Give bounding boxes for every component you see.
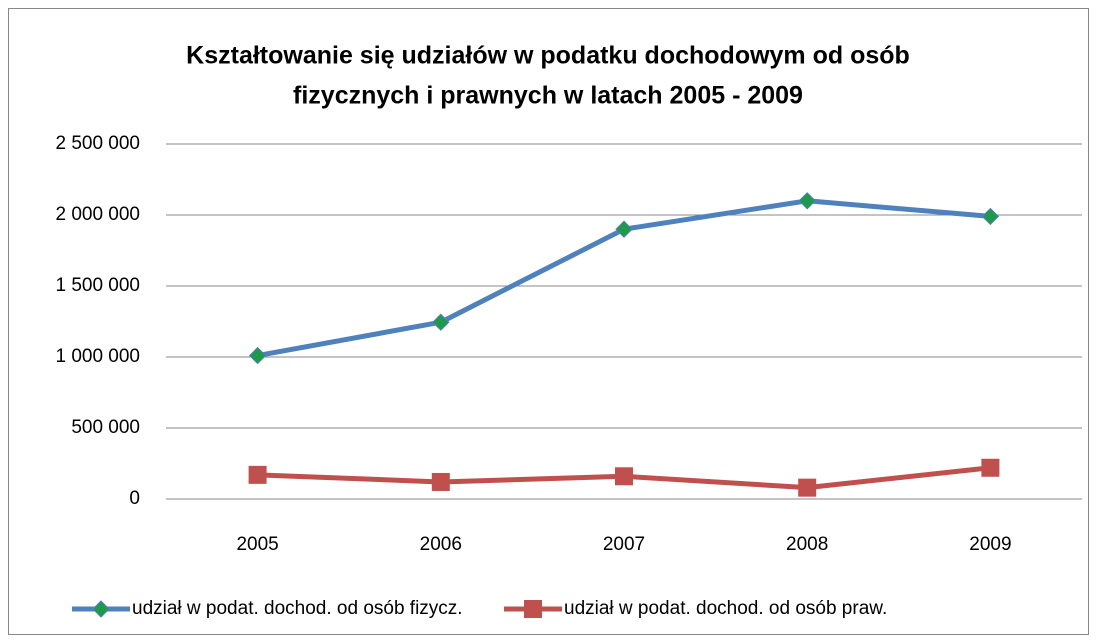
marker	[981, 458, 1000, 477]
marker	[248, 346, 267, 365]
legend-marker	[524, 600, 542, 618]
marker	[981, 207, 1000, 226]
marker	[248, 465, 267, 484]
x-tick-label: 2006	[420, 534, 462, 555]
legend-marker	[92, 600, 110, 618]
y-tick-label: 1 500 000	[55, 275, 140, 296]
y-tick-label: 1 000 000	[55, 346, 140, 367]
x-tick-label: 2008	[786, 534, 828, 555]
y-tick-label: 500 000	[71, 417, 140, 438]
marker	[615, 467, 633, 486]
chart-title: Kształtowanie się udziałów w podatku doc…	[186, 42, 910, 70]
y-tick-label: 2 500 000	[55, 133, 140, 154]
x-tick-label: 2007	[603, 534, 645, 555]
marker	[615, 220, 633, 238]
marker	[798, 192, 816, 210]
legend-label: udział w podat. dochod. od osób fizycz.	[132, 598, 463, 619]
marker	[431, 472, 450, 491]
x-tick-label: 2005	[236, 534, 278, 555]
legend-label: udział w podat. dochod. od osób praw.	[564, 598, 887, 619]
x-tick-label: 2009	[969, 534, 1011, 555]
chart-title: fizycznych i prawnych w latach 2005 - 20…	[293, 82, 803, 110]
y-tick-label: 0	[129, 488, 140, 509]
marker	[432, 313, 450, 331]
y-tick-label: 2 000 000	[55, 204, 140, 225]
marker	[798, 478, 817, 497]
chart-border	[8, 8, 1089, 635]
